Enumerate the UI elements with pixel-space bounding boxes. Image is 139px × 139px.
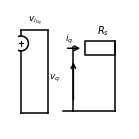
- Bar: [85, 41, 115, 55]
- Text: $R_s$: $R_s$: [97, 24, 109, 38]
- Text: $i_q$: $i_q$: [65, 33, 73, 46]
- Text: $v_{i_{0q}}$: $v_{i_{0q}}$: [28, 15, 43, 27]
- Text: $v_q$: $v_q$: [49, 73, 61, 84]
